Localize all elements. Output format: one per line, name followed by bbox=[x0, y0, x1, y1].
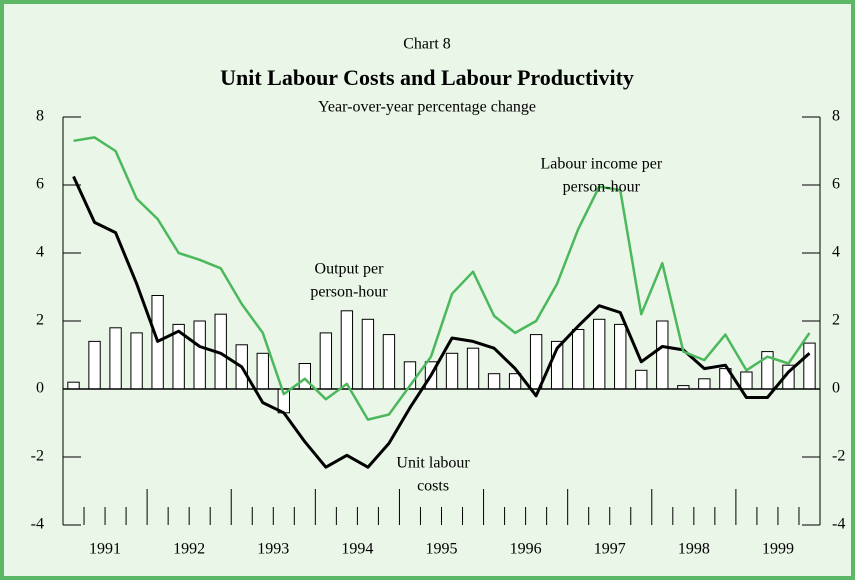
bar bbox=[67, 381, 80, 390]
bar bbox=[466, 347, 480, 390]
y2-tick-label: 4 bbox=[832, 244, 840, 261]
x-tick-label: 1996 bbox=[510, 541, 542, 558]
bar bbox=[529, 334, 543, 390]
annotation: person-hour bbox=[563, 178, 641, 195]
y-tick-label: 4 bbox=[36, 244, 44, 261]
chart-title: Unit Labour Costs and Labour Productivit… bbox=[220, 65, 634, 90]
bar bbox=[635, 369, 648, 390]
bar bbox=[698, 378, 711, 390]
bar bbox=[109, 327, 122, 390]
bar bbox=[319, 332, 333, 390]
bar bbox=[487, 373, 501, 390]
y-tick-label: 6 bbox=[36, 176, 44, 193]
y-tick-label: 0 bbox=[36, 380, 44, 397]
bar bbox=[298, 363, 311, 390]
x-tick-label: 1992 bbox=[173, 541, 205, 558]
bar bbox=[340, 310, 354, 390]
bar bbox=[803, 342, 816, 390]
y-tick-label: 2 bbox=[36, 312, 44, 329]
x-tick-label: 1994 bbox=[341, 541, 373, 558]
y2-tick-label: 0 bbox=[832, 380, 840, 397]
y2-tick-label: -2 bbox=[832, 448, 845, 465]
x-tick-label: 1998 bbox=[678, 541, 710, 558]
bar bbox=[740, 371, 753, 390]
annotation: person-hour bbox=[310, 284, 388, 301]
y-tick-label: -4 bbox=[31, 516, 44, 533]
y-tick-label: 8 bbox=[36, 108, 44, 125]
bar bbox=[572, 329, 585, 390]
bar bbox=[445, 352, 459, 390]
x-tick-label: 1997 bbox=[594, 541, 626, 558]
bar bbox=[361, 318, 375, 390]
y2-tick-label: 2 bbox=[832, 312, 840, 329]
y2-tick-label: -4 bbox=[832, 516, 845, 533]
bar bbox=[130, 332, 143, 390]
chart-subtitle: Year-over-year percentage change bbox=[318, 99, 536, 116]
bar bbox=[256, 352, 269, 390]
y2-tick-label: 6 bbox=[832, 176, 840, 193]
line bbox=[73, 136, 811, 421]
annotation: costs bbox=[417, 477, 449, 494]
y2-tick-label: 8 bbox=[832, 108, 840, 125]
x-tick-label: 1995 bbox=[426, 541, 458, 558]
bar bbox=[656, 320, 669, 390]
annotation: Labour income per bbox=[540, 155, 662, 172]
x-tick-label: 1999 bbox=[762, 541, 794, 558]
annotation: Output per bbox=[315, 261, 385, 278]
bar bbox=[614, 323, 627, 390]
annotation: Unit labour bbox=[396, 454, 470, 471]
x-tick-label: 1993 bbox=[257, 541, 289, 558]
chart-label: Chart 8 bbox=[403, 36, 451, 53]
bar bbox=[382, 334, 396, 390]
bar bbox=[593, 318, 606, 390]
x-tick-label: 1991 bbox=[89, 541, 121, 558]
y-tick-label: -2 bbox=[31, 448, 44, 465]
bar bbox=[88, 340, 101, 390]
bar bbox=[193, 320, 206, 390]
